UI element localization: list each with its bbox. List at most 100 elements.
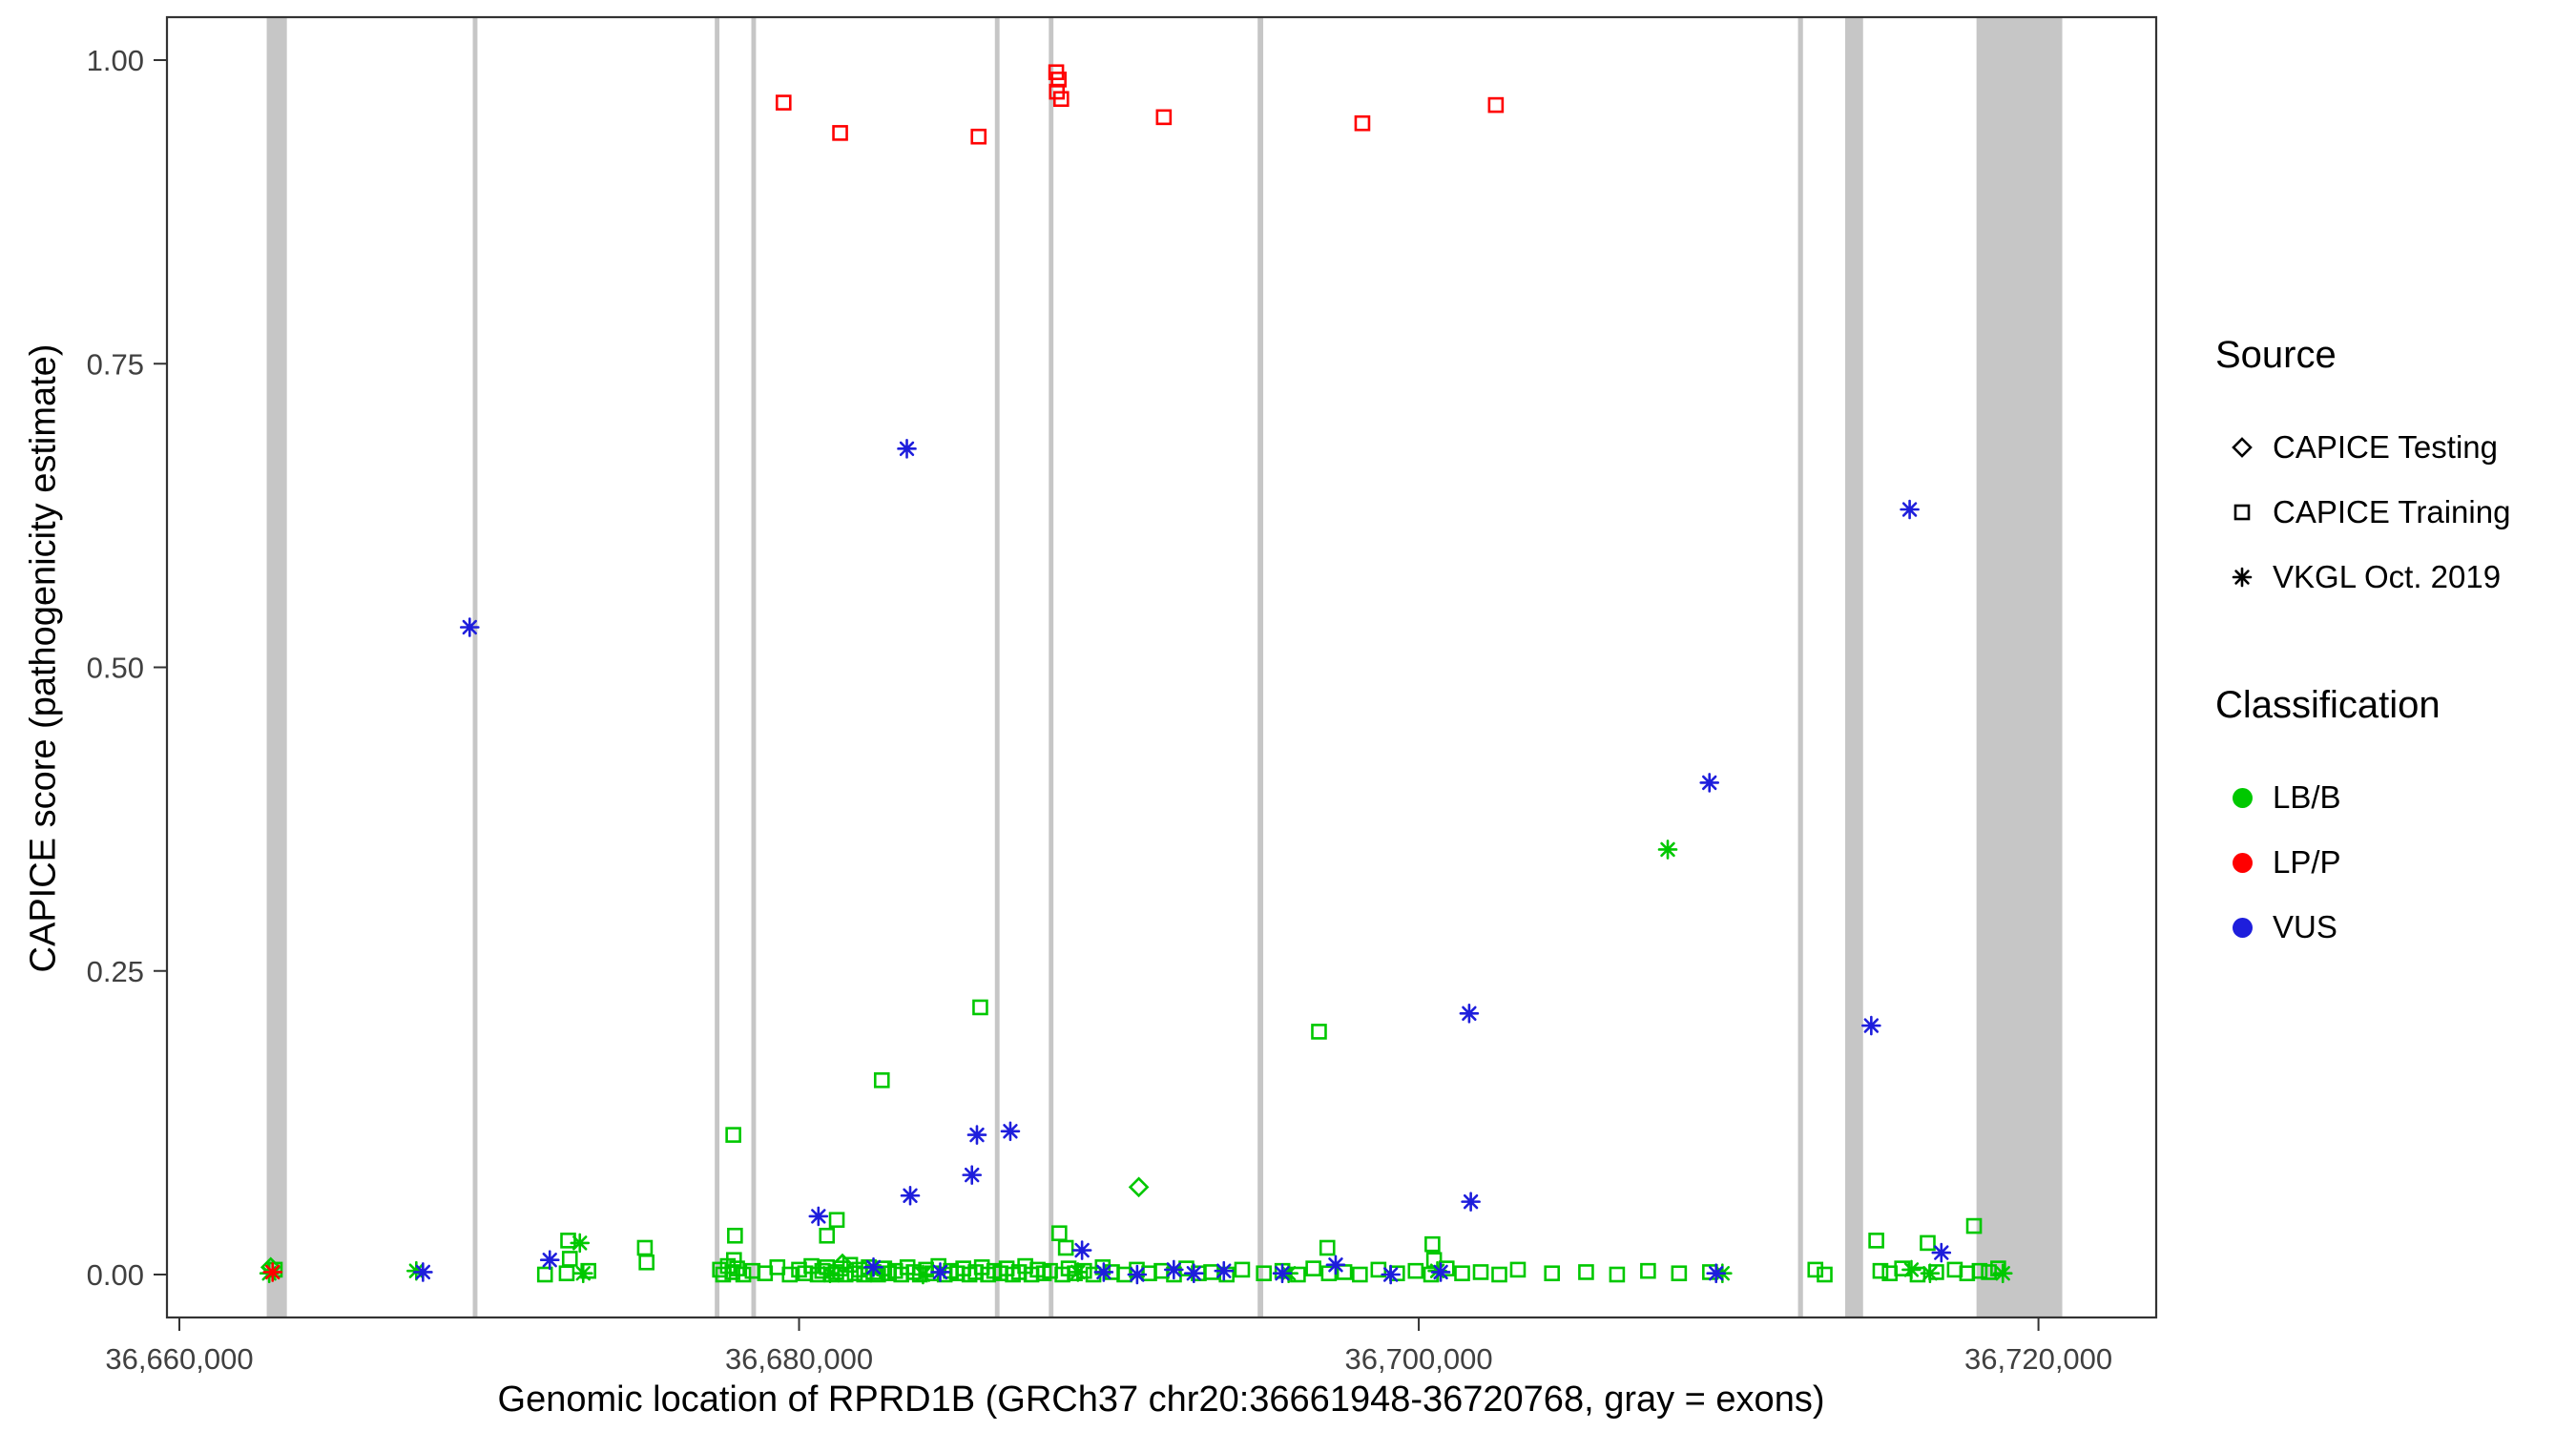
- y-axis-title: CAPICE score (pathogenicity estimate): [23, 343, 64, 973]
- legend-label-lp-p: LP/P: [2273, 844, 2341, 880]
- data-point-asterisk: [1127, 1264, 1148, 1285]
- data-point-square: [1052, 91, 1070, 108]
- data-point-asterisk: [1920, 1263, 1941, 1284]
- data-point-square: [828, 1212, 845, 1229]
- exon-band: [1049, 17, 1054, 1317]
- data-point-asterisk: [1657, 840, 1678, 860]
- data-point-square: [1234, 1261, 1251, 1278]
- data-point-asterisk: [962, 1165, 983, 1185]
- vus-color-dot-icon: [2223, 908, 2261, 946]
- lp-p-color-dot-icon: [2223, 843, 2261, 881]
- legend-label-vus: VUS: [2273, 909, 2337, 944]
- data-point-asterisk: [966, 1125, 987, 1145]
- data-point-square: [1057, 1239, 1074, 1256]
- exon-band: [994, 17, 1000, 1317]
- legend-item-vus: VUS: [2215, 895, 2510, 960]
- data-point-square: [1872, 1262, 1889, 1279]
- data-point-square: [1578, 1264, 1594, 1280]
- data-point-asterisk: [1699, 773, 1720, 793]
- data-point-diamond: [832, 1253, 853, 1275]
- data-point-square: [1051, 1225, 1068, 1242]
- data-point-square: [1807, 1261, 1824, 1278]
- data-point-square: [638, 1254, 654, 1271]
- data-point-square: [1256, 1265, 1272, 1282]
- exon-band: [1257, 17, 1264, 1317]
- exon-band: [715, 17, 720, 1317]
- data-point-asterisk: [459, 617, 480, 637]
- data-point-asterisk: [1272, 1263, 1293, 1284]
- y-tick-label: 0.75: [87, 347, 144, 381]
- exon-band: [1844, 17, 1863, 1317]
- legend-label-vkgl: VKGL Oct. 2019: [2273, 559, 2502, 594]
- exon-band: [751, 17, 757, 1317]
- data-point-asterisk: [1000, 1121, 1021, 1142]
- data-point-square: [781, 1266, 799, 1283]
- data-point-square: [561, 1251, 578, 1267]
- data-point-square: [1305, 1260, 1321, 1276]
- data-point-square: [558, 1265, 575, 1282]
- exon-band: [266, 17, 287, 1317]
- data-point-asterisk: [1214, 1260, 1235, 1281]
- data-point-square: [1407, 1262, 1424, 1279]
- data-point-asterisk: [413, 1262, 433, 1282]
- data-point-asterisk: [863, 1257, 883, 1277]
- y-tick-label: 0.25: [87, 955, 144, 988]
- data-point-diamond: [260, 1256, 281, 1278]
- data-point-square: [1454, 1265, 1470, 1282]
- data-point-square: [560, 1233, 576, 1249]
- data-point-asterisk: [897, 439, 917, 459]
- data-point-square: [1640, 1262, 1656, 1279]
- data-point-asterisk: [808, 1206, 829, 1227]
- x-tick-label: 36,700,000: [1344, 1342, 1492, 1376]
- data-point-square: [727, 1227, 743, 1244]
- data-point-asterisk: [1184, 1263, 1204, 1284]
- y-tick-label: 0.50: [87, 652, 144, 685]
- legend-source-title: Source: [2215, 334, 2337, 376]
- y-tick-label: 0.00: [87, 1258, 144, 1292]
- asterisk-icon: [2223, 558, 2261, 596]
- data-point-asterisk: [1068, 1262, 1089, 1282]
- x-tick-label: 36,660,000: [105, 1342, 253, 1376]
- data-point-asterisk: [1459, 1004, 1480, 1024]
- x-tick-label: 36,720,000: [1964, 1342, 2112, 1376]
- data-point-square: [1509, 1261, 1527, 1278]
- data-point-diamond: [1128, 1176, 1150, 1198]
- data-point-asterisk: [820, 1263, 841, 1284]
- data-point-asterisk: [1901, 1259, 1922, 1280]
- legend-item-lp-p: LP/P: [2215, 830, 2510, 895]
- x-axis-title: Genomic location of RPRD1B (GRCh37 chr20…: [497, 1379, 1825, 1420]
- data-point-square: [735, 1266, 752, 1283]
- legend-item-lb-b: LB/B: [2215, 765, 2510, 830]
- data-point-square: [725, 1127, 741, 1143]
- legend-label-capice-testing: CAPICE Testing: [2273, 429, 2498, 465]
- data-point-asterisk: [539, 1250, 560, 1271]
- data-point-asterisk: [1706, 1263, 1726, 1284]
- data-point-square: [1971, 1262, 1988, 1279]
- data-point-asterisk: [1071, 1240, 1092, 1260]
- legend-item-vkgl: VKGL Oct. 2019: [2215, 545, 2510, 610]
- data-point-asterisk: [262, 1262, 283, 1282]
- data-point-square: [536, 1266, 553, 1283]
- square-icon: [2223, 493, 2261, 531]
- data-point-square: [1868, 1233, 1884, 1249]
- lb-b-color-dot-icon: [2223, 778, 2261, 817]
- data-point-square: [1609, 1266, 1626, 1283]
- legend-item-capice-training: CAPICE Training: [2215, 480, 2510, 545]
- data-point-asterisk: [1861, 1015, 1881, 1036]
- data-point-square: [1965, 1217, 1983, 1234]
- data-point-square: [1424, 1235, 1441, 1253]
- data-point-asterisk: [1381, 1264, 1401, 1285]
- legend: Source CAPICE Testing CAPICE Training: [2215, 334, 2510, 960]
- data-point-square: [1990, 1260, 2006, 1276]
- data-point-square: [1352, 1266, 1368, 1283]
- diamond-icon: [2223, 428, 2261, 467]
- x-tick-label: 36,680,000: [725, 1342, 873, 1376]
- data-point-asterisk: [930, 1262, 950, 1282]
- data-point-asterisk: [1430, 1262, 1451, 1282]
- legend-classification-title: Classification: [2215, 684, 2441, 726]
- data-point-square: [1491, 1266, 1507, 1283]
- data-point-asterisk: [1900, 499, 1920, 520]
- data-point-square: [819, 1227, 836, 1244]
- data-point-square: [841, 1256, 859, 1274]
